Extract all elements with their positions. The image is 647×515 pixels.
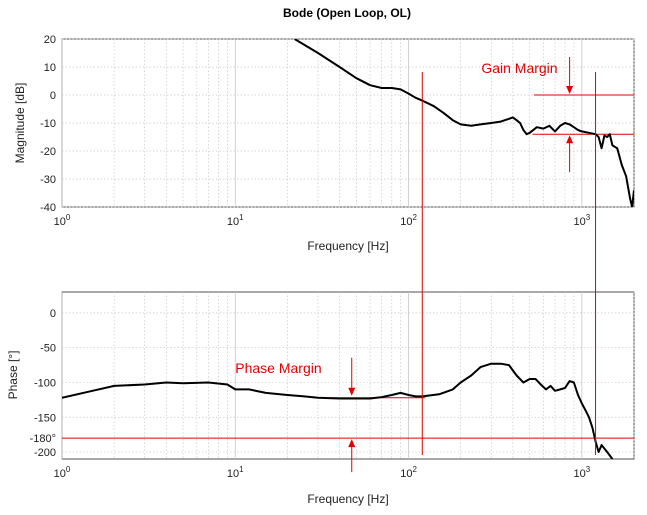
magnitude-annotations: Gain Margin [481, 57, 634, 173]
phase-y-tick-label: -50 [40, 343, 56, 355]
magnitude-x-label: Frequency [Hz] [307, 239, 388, 253]
crossover-lines [421, 72, 597, 455]
magnitude-x-tick-label: 100 [54, 213, 71, 228]
phase-ticks: 100 101 102 103 0 -50 -100 -150 -200 [34, 308, 591, 480]
magnitude-y-tick-label: -30 [40, 174, 56, 186]
phase-y-tick-label: -200 [34, 447, 56, 459]
phase-grid [61, 292, 635, 459]
magnitude-series [294, 39, 634, 207]
gain-margin-arrow-down [566, 86, 574, 94]
phase-y-tick-label: 0 [50, 308, 56, 320]
minus-180-label: -180° [30, 433, 56, 445]
phase-x-tick-label: 101 [227, 465, 244, 480]
phase-x-label: Frequency [Hz] [307, 492, 388, 506]
magnitude-x-tick-label: 101 [227, 213, 244, 228]
phase-y-tick-label: -150 [34, 412, 56, 424]
magnitude-y-tick-label: 20 [44, 34, 56, 46]
phase-margin-arrow-down [348, 387, 356, 396]
phase-axes-box [61, 291, 635, 460]
phase-x-tick-label: 102 [400, 465, 417, 480]
phase-series [62, 362, 614, 459]
phase-margin-label: Phase Margin [235, 360, 321, 376]
phase-y-tick-label: -100 [34, 377, 56, 389]
magnitude-y-tick-label: -10 [40, 118, 56, 130]
chart-title: Bode (Open Loop, OL) [283, 6, 411, 20]
magnitude-x-tick-label: 102 [400, 213, 417, 228]
gain-margin-label: Gain Margin [481, 60, 557, 76]
phase-margin-arrow-up [348, 439, 356, 448]
gain-margin-arrow-up [566, 135, 574, 144]
phase-x-tick-label: 100 [54, 465, 71, 480]
phase-response-line [62, 362, 614, 459]
magnitude-grid [61, 38, 635, 208]
phase-y-label: Phase [°] [6, 351, 20, 400]
magnitude-y-tick-label: 0 [50, 90, 56, 102]
magnitude-y-label: Magnitude [dB] [13, 83, 27, 164]
magnitude-y-tick-label: -20 [40, 146, 56, 158]
magnitude-response-line [294, 39, 634, 207]
phase-x-tick-label: 103 [573, 465, 590, 480]
magnitude-y-tick-label: -40 [40, 202, 56, 214]
magnitude-x-tick-label: 103 [573, 213, 590, 228]
phase-plot: 100 101 102 103 0 -50 -100 -150 -200 Phase Margi… [6, 291, 635, 506]
magnitude-y-tick-label: 10 [44, 62, 56, 74]
